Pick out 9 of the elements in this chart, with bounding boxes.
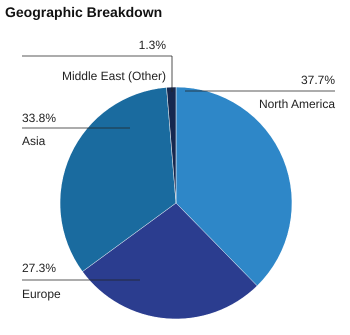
data-label: 37.7% — [300, 73, 336, 87]
data-label: 33.8% — [22, 111, 56, 125]
chart-title: Geographic Breakdown — [5, 4, 162, 20]
slice-label: Middle East (Other) — [62, 69, 166, 83]
data-label: 1.3% — [138, 38, 166, 52]
slice-label: Europe — [22, 287, 62, 301]
data-label: 27.3% — [22, 261, 56, 275]
slice-label: North America — [258, 97, 336, 111]
slice-label: Asia — [22, 134, 46, 148]
